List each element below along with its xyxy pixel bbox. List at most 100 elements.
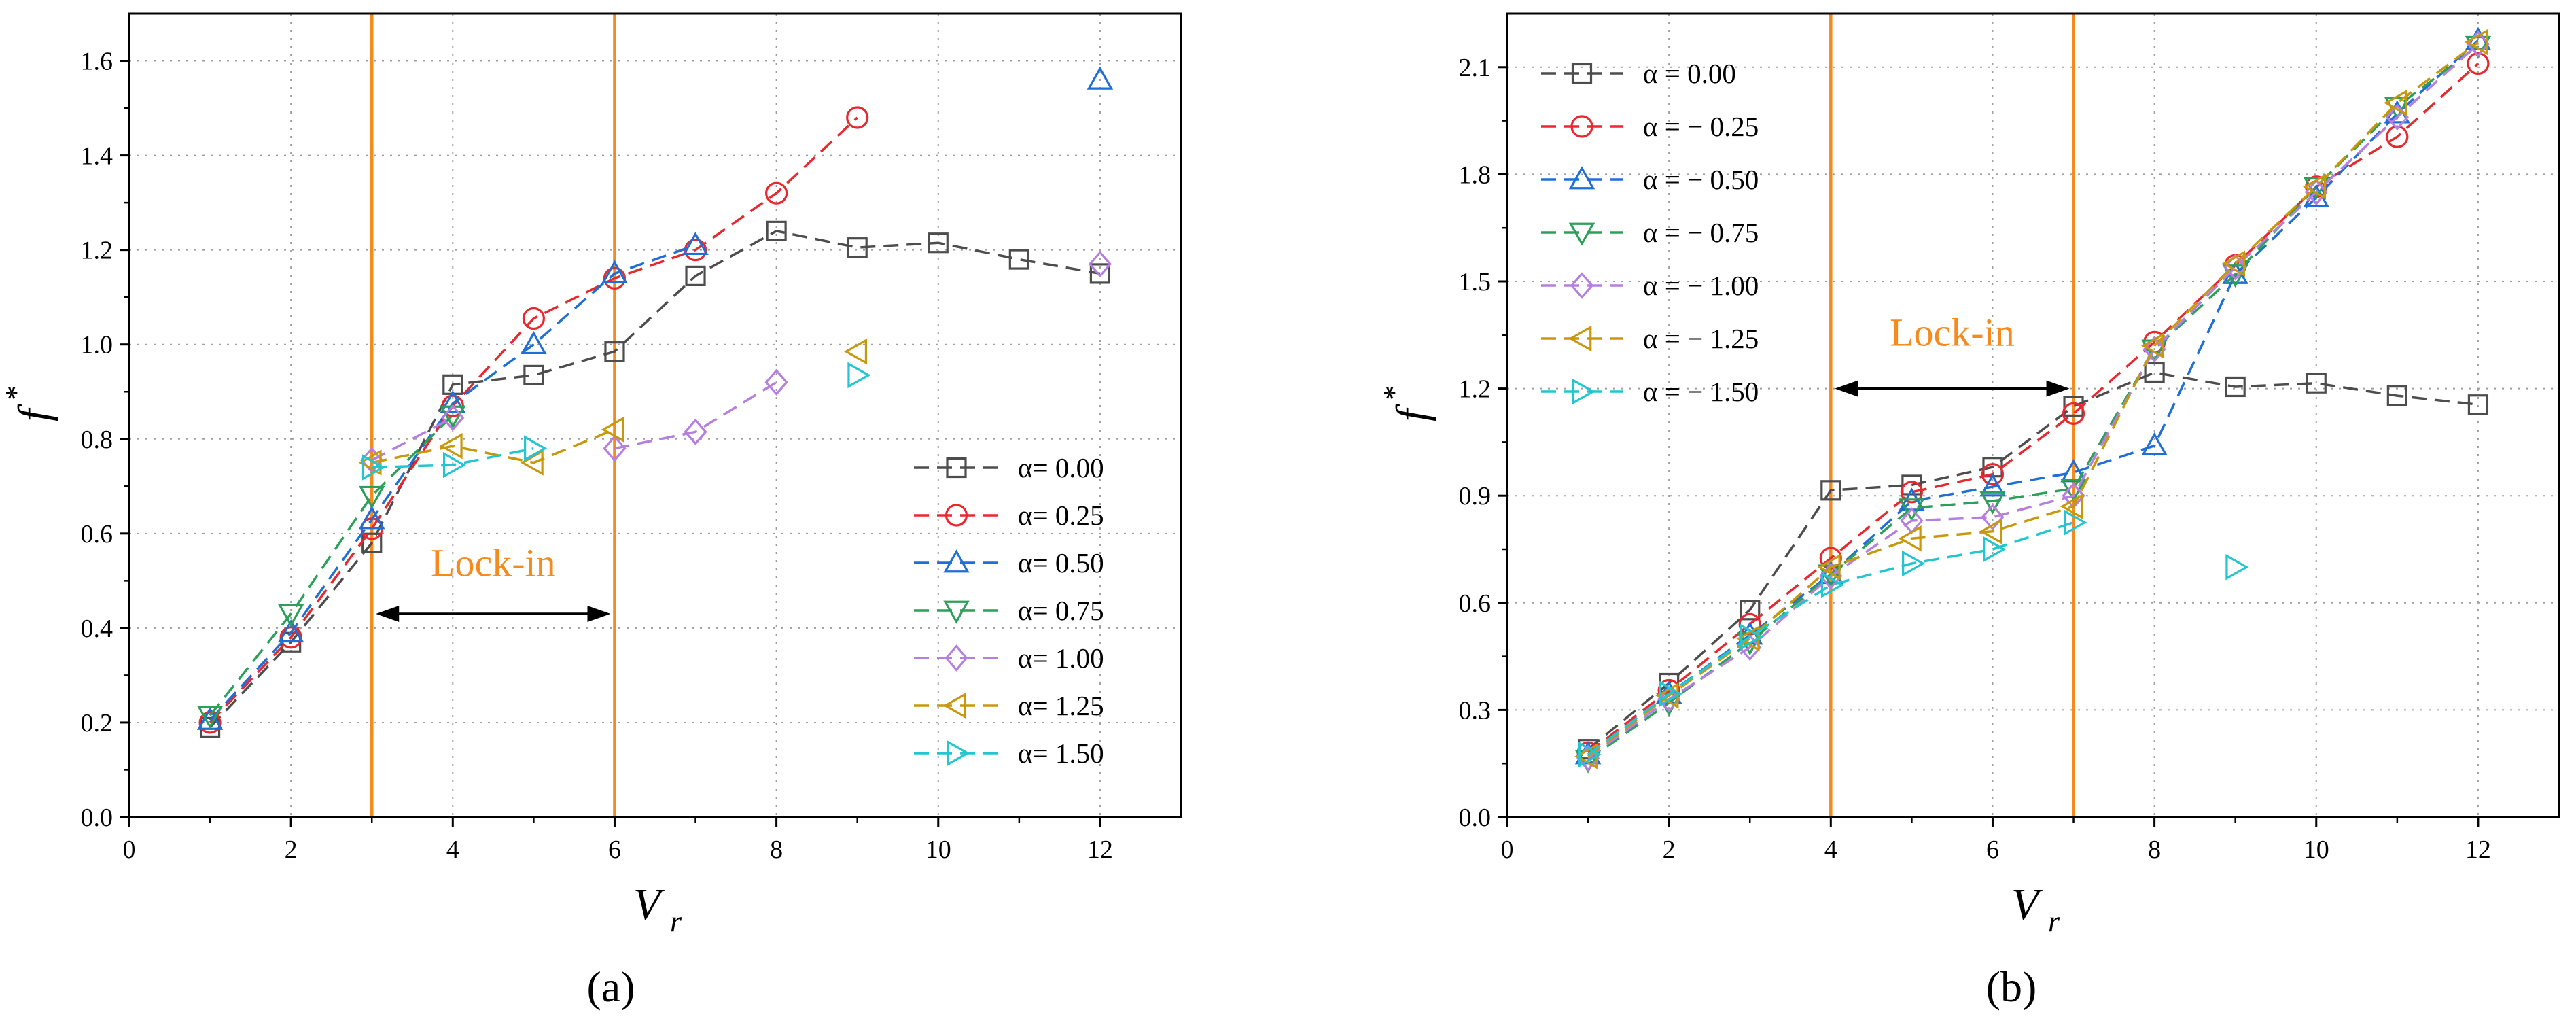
data-point (2060, 459, 2087, 483)
caption-b: (b) (1986, 963, 2037, 1011)
legend-label: α= 1.50 (1018, 738, 1104, 769)
data-point (766, 220, 787, 241)
x-tick-label: 6 (608, 835, 621, 864)
x-tick-label: 8 (2148, 835, 2161, 864)
data-point (604, 341, 625, 362)
legend-label: α = 0.00 (1643, 58, 1736, 89)
y-tick-label: 0.3 (1459, 696, 1492, 725)
y-axis-title: f* (1377, 387, 1437, 421)
lock-in-label: Lock-in (431, 540, 556, 585)
data-point (1900, 481, 1923, 504)
series-line (209, 229, 1101, 729)
data-point (1979, 518, 2002, 544)
data-point (1820, 572, 1845, 598)
data-point (2225, 554, 2249, 581)
y-tick-label: 0.9 (1459, 482, 1492, 510)
data-point (684, 418, 707, 446)
data-point (361, 454, 385, 481)
data-point (277, 619, 304, 643)
legend-marker (1568, 166, 1595, 190)
legend-marker (1570, 115, 1593, 138)
data-point (2221, 250, 2246, 277)
data-point (2386, 125, 2409, 148)
x-tick-label: 0 (1501, 835, 1514, 864)
x-tick-label: 2 (1663, 835, 1676, 864)
data-point (358, 485, 385, 509)
data-point (521, 330, 547, 355)
data-point (2386, 385, 2407, 406)
series-line (371, 416, 454, 462)
data-point (764, 368, 788, 396)
lock-in-arrow-right-head (2046, 380, 2070, 397)
data-point (2140, 332, 2164, 359)
legend-marker (943, 549, 970, 573)
data-point (843, 338, 868, 365)
x-tick-label: 4 (1824, 835, 1837, 864)
caption-a: (a) (586, 963, 635, 1011)
data-point (765, 181, 788, 205)
plot-frame (1506, 12, 2560, 818)
data-point (2465, 29, 2488, 56)
data-point (2467, 394, 2489, 415)
series-line (1587, 44, 2479, 761)
y-tick-label: 1.6 (81, 48, 113, 76)
legend-marker (1568, 325, 1592, 352)
data-point (196, 706, 224, 729)
y-tick-label: 1.2 (81, 237, 113, 265)
legend-marker (945, 644, 968, 672)
panel-b: Lock-in 0 2 4 6 8 10 12 0.0 0.3 0.6 0.9 1.2 1.5 1.8 2.1… (1377, 12, 2560, 938)
data-point (1817, 554, 1841, 581)
data-point (198, 711, 222, 734)
series-line (1587, 371, 2479, 750)
data-point (1087, 66, 1114, 90)
data-point (358, 449, 382, 476)
data-point (2306, 373, 2327, 394)
legend-label: α= 0.75 (1018, 595, 1104, 626)
x-tick-label: 12 (2465, 835, 2491, 864)
series-line (1587, 41, 2479, 758)
y-tick-label: 0.0 (81, 803, 113, 832)
series-line (209, 414, 454, 716)
data-point (1981, 504, 2005, 531)
legend-label: α= 0.25 (1018, 500, 1104, 531)
data-point (1902, 550, 1926, 577)
y-tick-label: 1.8 (1459, 160, 1492, 189)
series-line (1587, 43, 2480, 759)
legend: α = 0.00 α = − 0.25 α = − 0.50 α = − 0.75 α … (1541, 58, 1759, 407)
y-tick-label: 0.6 (81, 520, 113, 549)
series-line (1587, 39, 2480, 756)
data-point (1899, 498, 1925, 522)
y-tick-label: 1.4 (81, 142, 113, 171)
data-point (847, 237, 868, 258)
data-point (439, 432, 463, 460)
data-point (1578, 741, 1602, 768)
legend-marker (1572, 378, 1595, 405)
data-point (2141, 432, 2168, 456)
lock-in-arrow-right-head (587, 606, 611, 623)
x-tick-label: 8 (770, 835, 783, 864)
series-line (371, 428, 616, 464)
data-point (440, 390, 466, 413)
data-point (520, 449, 544, 476)
legend-label: α= 0.50 (1018, 547, 1104, 578)
y-tick-label: 0.2 (81, 709, 113, 738)
data-point (2064, 509, 2087, 536)
plot-frame (128, 12, 1182, 818)
data-point (2225, 376, 2246, 398)
x-tick-label: 0 (123, 835, 136, 864)
legend-label: α= 0.00 (1018, 452, 1104, 483)
data-point (1901, 474, 1922, 496)
y-tick-label: 1.5 (1459, 268, 1492, 296)
x-tick-label: 10 (925, 835, 951, 864)
data-point (1740, 600, 1761, 621)
legend-marker (1568, 222, 1595, 246)
y-axis-label-superscript: * (0, 387, 33, 402)
data-point (524, 435, 548, 462)
legend-label: α = − 1.00 (1643, 270, 1759, 301)
data-point (1898, 525, 1922, 552)
data-point (1088, 250, 1112, 278)
series-7 (1578, 509, 2249, 768)
legend-marker (1570, 272, 1594, 299)
y-tick-label: 0.6 (1459, 589, 1492, 618)
